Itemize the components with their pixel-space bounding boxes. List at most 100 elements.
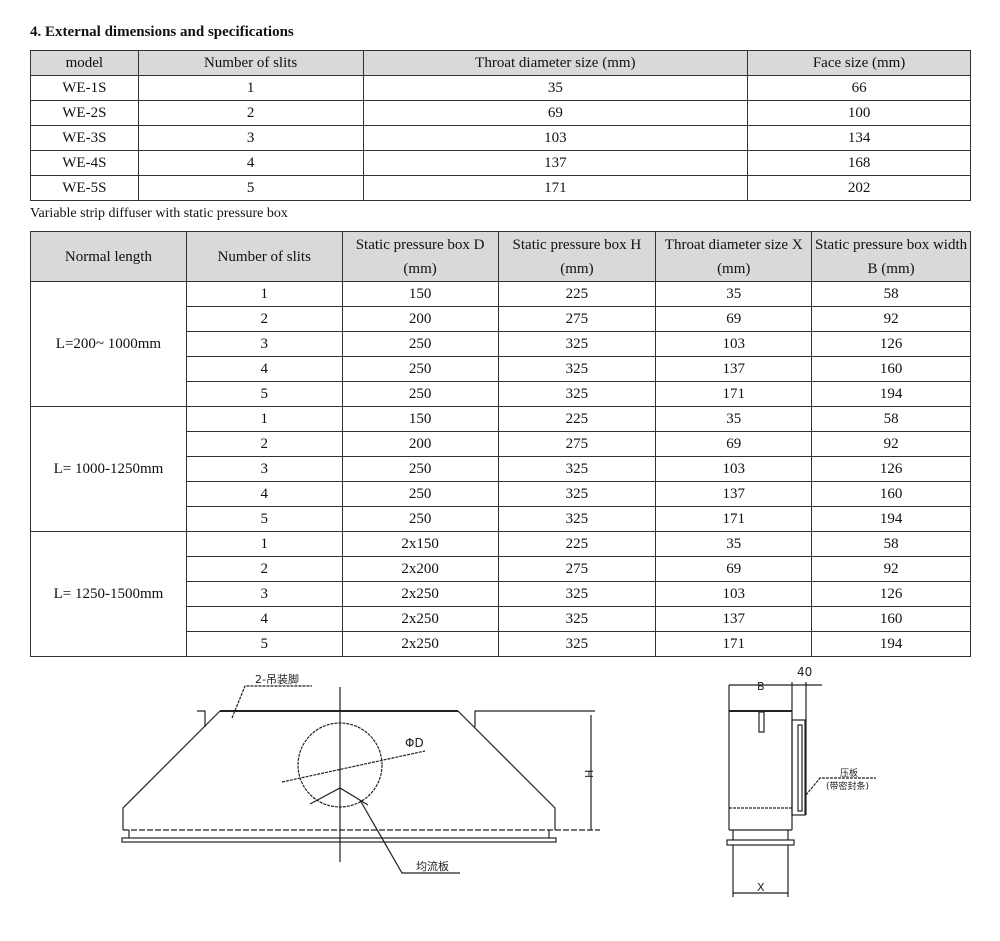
table-cell: 200 (341, 306, 499, 332)
table-cell: 160 (811, 356, 971, 382)
press-plate-label: 压板 (840, 767, 858, 779)
width-label: B (757, 680, 765, 693)
table-row: L=200~ 1000mm 1 150 225 35 58 (30, 281, 971, 407)
column-header: Number of slits (137, 50, 364, 76)
table-cell: 35 (655, 531, 813, 557)
plate-label: 均流板 (416, 859, 449, 873)
table-cell: 5 (185, 631, 343, 657)
table-row: 5 250 325 171 194 (31, 381, 971, 407)
table-cell: 58 (811, 281, 971, 307)
table-row: 4 2x250 325 137 160 (31, 606, 971, 632)
table-cell: 160 (811, 606, 971, 632)
column-header: Static pressure box H (mm) (497, 231, 657, 282)
table-cell: 58 (811, 406, 971, 432)
table-row: WE-1S 1 35 66 (30, 75, 971, 101)
table-row: 3 250 325 103 126 (31, 456, 971, 482)
table-cell: 2x250 (341, 631, 499, 657)
table-row: L= 1000-1250mm 1 150 225 35 58 (30, 406, 971, 532)
table-cell: 225 (497, 531, 657, 557)
table-cell: 35 (655, 406, 813, 432)
table-cell: 1 (185, 531, 343, 557)
table-cell: 103 (655, 581, 813, 607)
normal-length-cell: L= 1000-1250mm (30, 406, 187, 532)
table-header-row: model Number of slits Throat diameter size… (30, 50, 971, 76)
table-cell: 2 (185, 306, 343, 332)
table-cell: 275 (497, 556, 657, 582)
offset-label: 40 (797, 665, 812, 679)
table-cell: 3 (185, 581, 343, 607)
table-cell: 69 (655, 306, 813, 332)
table-cell: 171 (655, 506, 813, 532)
table-row: WE-3S 3 103 134 (30, 125, 971, 151)
table-caption: Variable strip diffuser with static pres… (30, 206, 288, 221)
column-header: Static pressure box width B (mm) (811, 231, 971, 282)
table-cell: 92 (811, 306, 971, 332)
table-cell: 126 (811, 581, 971, 607)
table-row: 4 250 325 137 160 (31, 356, 971, 382)
table-cell: 171 (655, 631, 813, 657)
side-view-drawing: B 40 压板 (带密封条) X (726, 665, 876, 897)
table-row: L= 1250-1500mm 1 2x150 225 35 58 (30, 531, 971, 657)
table-cell: 66 (747, 75, 971, 101)
table-cell: 2x250 (341, 581, 499, 607)
table-cell: 325 (497, 381, 657, 407)
table-cell: 2 (137, 100, 364, 126)
table-row: 2 2x200 275 69 92 (31, 556, 971, 582)
column-header: Number of slits (185, 231, 343, 282)
front-view-drawing: 2-吊装脚 ΦD H 均流板 (121, 672, 600, 874)
table-cell: 2 (185, 431, 343, 457)
table-cell: 126 (811, 456, 971, 482)
table-row: 2 200 275 69 92 (31, 306, 971, 332)
table-cell: 325 (497, 331, 657, 357)
table-cell: 325 (497, 631, 657, 657)
table-row: WE-5S 5 171 202 (30, 175, 971, 201)
table-cell: 103 (655, 456, 813, 482)
table-cell: 250 (341, 331, 499, 357)
table-cell: 5 (185, 506, 343, 532)
table-cell: 3 (185, 456, 343, 482)
normal-length-cell: L=200~ 1000mm (30, 281, 187, 407)
specifications-table: model Number of slits Throat diameter size… (30, 50, 971, 201)
table-cell: 5 (185, 381, 343, 407)
table-row: WE-2S 2 69 100 (30, 100, 971, 126)
table-cell: 69 (655, 556, 813, 582)
throat-label: X (757, 881, 765, 894)
table-cell: WE-1S (30, 75, 139, 101)
table-cell: 225 (497, 281, 657, 307)
table-cell: 194 (811, 631, 971, 657)
table-cell: 69 (655, 431, 813, 457)
table-cell: 225 (497, 406, 657, 432)
table-cell: 137 (655, 606, 813, 632)
pressure-box-table: Normal length Number of slits Static press… (30, 231, 971, 657)
table-cell: 194 (811, 381, 971, 407)
hanger-label: 2-吊装脚 (255, 672, 299, 686)
table-cell: 250 (341, 481, 499, 507)
table-cell: 2x150 (341, 531, 499, 557)
column-header: Normal length (30, 231, 187, 282)
table-cell: 150 (341, 281, 499, 307)
column-header: Static pressure box D (mm) (341, 231, 499, 282)
table-row: 3 2x250 325 103 126 (31, 581, 971, 607)
table-header-row: Normal length Number of slits Static press… (30, 231, 971, 282)
table-cell: 1 (185, 281, 343, 307)
seal-label: (带密封条) (826, 780, 869, 792)
table-cell: 92 (811, 431, 971, 457)
table-cell: 4 (185, 356, 343, 382)
diameter-label: ΦD (405, 736, 424, 750)
section-title: 4. External dimensions and specification… (30, 24, 294, 40)
table-row: 5 2x250 325 171 194 (31, 631, 971, 657)
table-cell: 202 (747, 175, 971, 201)
table-cell: 171 (655, 381, 813, 407)
table-cell: 126 (811, 331, 971, 357)
table-cell: WE-5S (30, 175, 139, 201)
table-cell: 160 (811, 481, 971, 507)
table-cell: 5 (137, 175, 364, 201)
table-cell: 69 (362, 100, 749, 126)
table-cell: 275 (497, 306, 657, 332)
table-cell: 150 (341, 406, 499, 432)
table-cell: 325 (497, 481, 657, 507)
table-cell: 171 (362, 175, 749, 201)
table-cell: 103 (655, 331, 813, 357)
